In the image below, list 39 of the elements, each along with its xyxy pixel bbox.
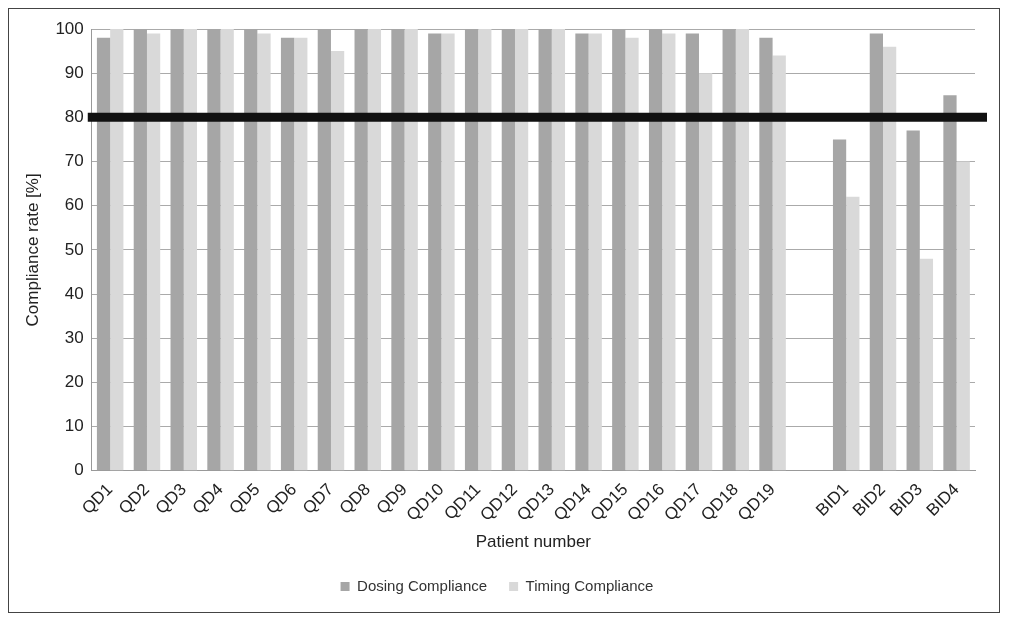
bar <box>183 29 198 471</box>
y-tick-label: 0 <box>74 460 84 480</box>
bar <box>367 29 382 471</box>
y-tick-label: 50 <box>64 239 84 259</box>
bar <box>478 29 492 471</box>
bar <box>441 33 455 471</box>
y-tick-label: 90 <box>64 62 84 82</box>
bar <box>919 258 934 471</box>
y-tick-label: 60 <box>64 195 84 215</box>
y-tick-label: 70 <box>64 151 84 171</box>
bar <box>330 51 345 471</box>
bar <box>257 33 271 471</box>
y-axis-title: Compliance rate [%] <box>22 173 42 327</box>
bar <box>662 33 676 471</box>
x-axis-title: Patient number <box>475 532 592 552</box>
legend-label: Timing Compliance <box>525 576 654 594</box>
bar <box>404 29 418 471</box>
bar <box>735 29 750 471</box>
y-tick-label: 20 <box>64 372 84 392</box>
x-tick-label: QD1 <box>78 479 117 518</box>
y-tick-label: 10 <box>64 416 84 436</box>
bar <box>514 29 529 471</box>
bar <box>588 33 602 471</box>
y-tick-label: 100 <box>55 18 84 38</box>
bar <box>956 161 970 471</box>
bar <box>772 55 786 471</box>
y-tick-label: 30 <box>64 327 84 347</box>
bar <box>294 37 308 471</box>
bar <box>220 29 234 471</box>
y-tick-label: 80 <box>64 107 84 127</box>
legend-label: Dosing Compliance <box>357 576 488 594</box>
bar <box>698 73 713 471</box>
bar <box>883 46 897 471</box>
y-tick-label: 40 <box>64 283 84 303</box>
bar <box>551 29 566 471</box>
bar <box>625 37 639 471</box>
bar <box>846 196 860 471</box>
bar <box>110 29 124 471</box>
bar <box>146 33 161 471</box>
